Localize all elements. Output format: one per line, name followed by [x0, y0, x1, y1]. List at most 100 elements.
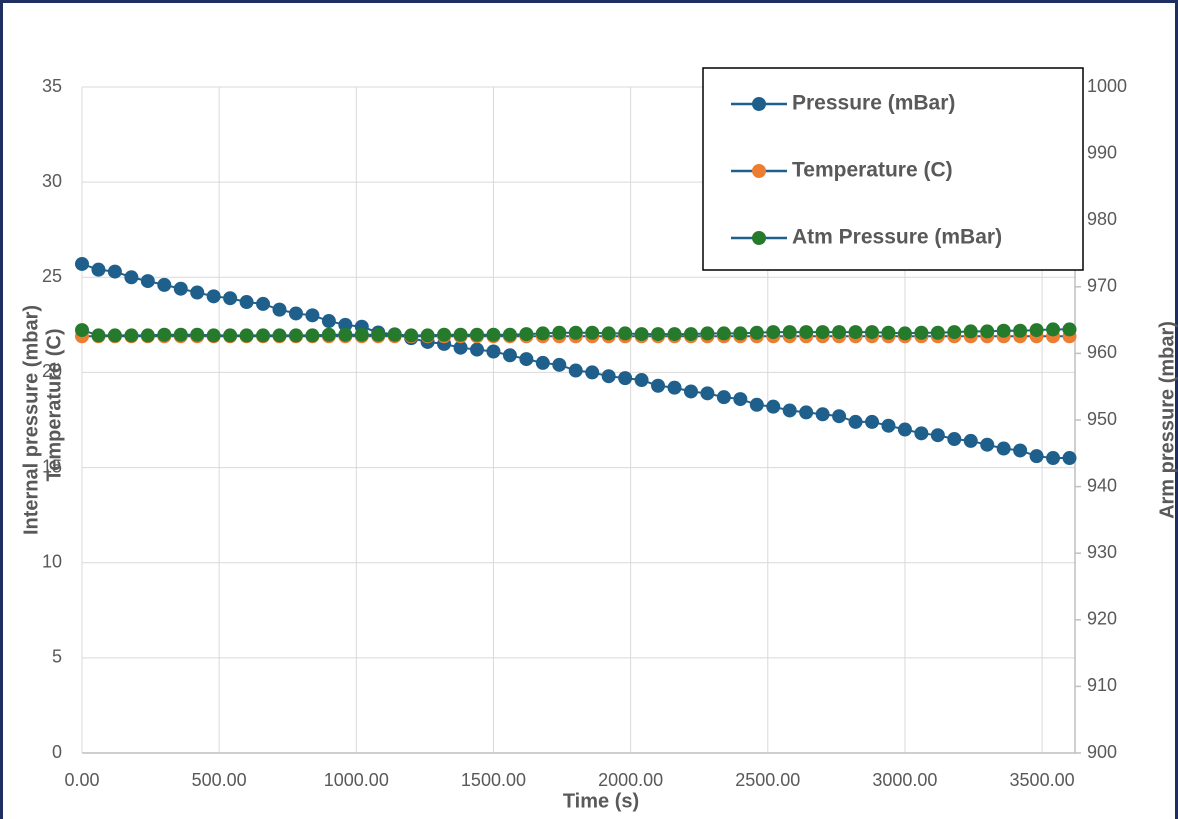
y2-tick-label: 990: [1087, 142, 1117, 162]
data-point: [749, 325, 764, 340]
data-point: [1062, 451, 1077, 466]
data-point: [124, 270, 139, 285]
data-point: [683, 384, 698, 399]
y2-tick-label: 960: [1087, 342, 1117, 362]
data-point: [815, 325, 830, 340]
data-point: [815, 407, 830, 422]
x-tick-label: 500.00: [192, 770, 247, 790]
data-point: [930, 428, 945, 443]
data-point: [963, 324, 978, 339]
data-point: [519, 352, 534, 367]
data-point: [107, 328, 122, 343]
y-axis-title-2: Temperature (C): [43, 329, 65, 482]
data-point: [799, 405, 814, 420]
y-tick-label: 25: [42, 266, 62, 286]
y-tick-label: 20: [42, 361, 62, 381]
data-point: [980, 437, 995, 452]
data-point: [519, 327, 534, 342]
data-point: [716, 390, 731, 405]
data-point: [716, 326, 731, 341]
data-point: [585, 365, 600, 380]
legend-marker: [752, 164, 766, 178]
y2-tick-label: 970: [1087, 276, 1117, 296]
data-point: [1062, 322, 1077, 337]
data-point: [91, 328, 106, 343]
data-point: [700, 326, 715, 341]
data-point: [404, 328, 419, 343]
data-point: [173, 327, 188, 342]
data-point: [223, 328, 238, 343]
data-point: [552, 325, 567, 340]
y2-axis-title: Arm pressure (mbar): [1156, 321, 1178, 519]
data-point: [930, 325, 945, 340]
data-point: [963, 433, 978, 448]
x-tick-label: 0.00: [64, 770, 99, 790]
data-point: [799, 325, 814, 340]
data-point: [585, 325, 600, 340]
data-point: [667, 380, 682, 395]
y2-tick-label: 980: [1087, 209, 1117, 229]
data-point: [865, 414, 880, 429]
series-layer: [75, 256, 1077, 466]
data-point: [749, 397, 764, 412]
data-point: [865, 325, 880, 340]
data-point: [848, 325, 863, 340]
data-point: [124, 328, 139, 343]
data-point: [223, 291, 238, 306]
data-point: [354, 327, 369, 342]
data-point: [914, 325, 929, 340]
data-point: [371, 327, 386, 342]
data-point: [601, 369, 616, 384]
data-point: [305, 328, 320, 343]
data-point: [288, 306, 303, 321]
y-tick-label: 0: [52, 742, 62, 762]
legend: [702, 67, 1084, 271]
y-tick-label: 35: [42, 76, 62, 96]
y2-tick-label: 900: [1087, 742, 1117, 762]
grid: 0 5 10 15 20 25 30 35 0.00 500.00 1000.00 1500.00 20…: [42, 76, 1127, 790]
data-point: [634, 327, 649, 342]
data-point: [1013, 323, 1028, 338]
data-point: [535, 326, 550, 341]
data-point: [256, 328, 271, 343]
data-point: [338, 317, 353, 332]
x-tick-label: 2500.00: [735, 770, 800, 790]
data-point: [453, 327, 468, 342]
data-point: [667, 327, 682, 342]
data-point: [980, 324, 995, 339]
data-point: [1046, 322, 1061, 337]
data-point: [470, 342, 485, 357]
data-point: [996, 441, 1011, 456]
y2-tick-label: 940: [1087, 475, 1117, 495]
data-point: [502, 348, 517, 363]
data-point: [700, 386, 715, 401]
y2-tick-label: 950: [1087, 409, 1117, 429]
data-point: [766, 325, 781, 340]
x-tick-label: 1000.00: [324, 770, 389, 790]
data-point: [848, 414, 863, 429]
data-point: [173, 281, 188, 296]
x-tick-label: 3000.00: [872, 770, 937, 790]
data-point: [140, 274, 155, 289]
data-point: [387, 327, 402, 342]
legend-marker: [752, 97, 766, 111]
data-point: [651, 327, 666, 342]
data-point: [568, 325, 583, 340]
data-point: [453, 340, 468, 355]
data-point: [881, 325, 896, 340]
data-point: [486, 344, 501, 359]
data-point: [256, 296, 271, 311]
y2-tick-label: 930: [1087, 542, 1117, 562]
data-point: [190, 327, 205, 342]
y-tick-label: 30: [42, 171, 62, 191]
data-point: [683, 327, 698, 342]
data-point: [996, 323, 1011, 338]
y-tick-label: 5: [52, 647, 62, 667]
data-point: [206, 289, 221, 304]
legend-label: Atm Pressure (mBar): [792, 226, 1002, 249]
data-point: [107, 264, 122, 279]
y-axis-title: Internal pressure (mbar): [20, 305, 42, 535]
data-point: [288, 328, 303, 343]
legend-items: Pressure (mBar) Temperature (C) Atm Pressu…: [731, 92, 1002, 249]
